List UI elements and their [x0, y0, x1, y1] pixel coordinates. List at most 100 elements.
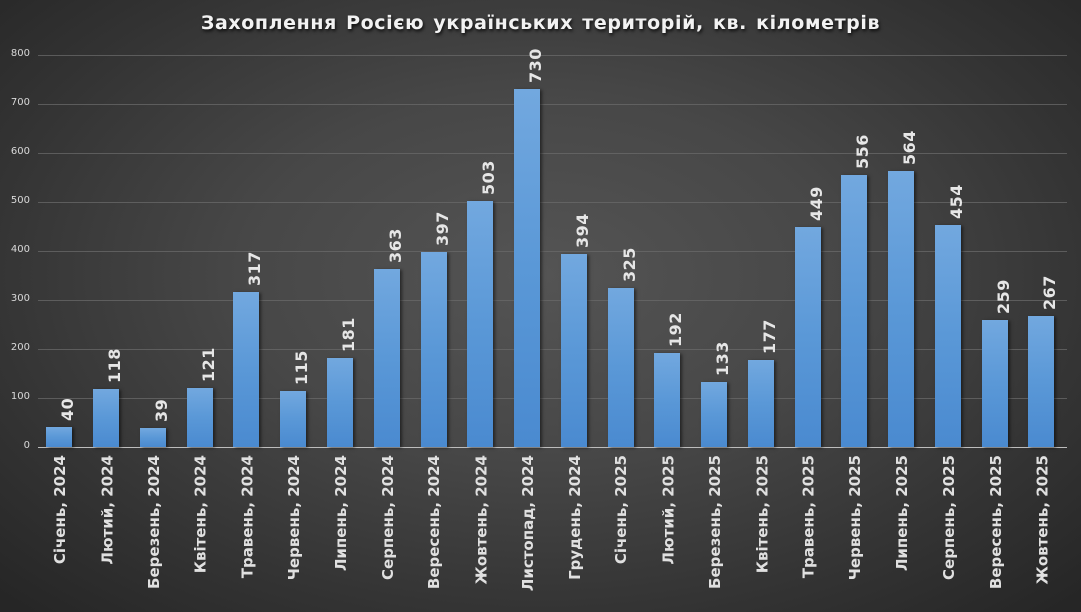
data-label: 317 — [245, 250, 265, 286]
gridline — [38, 55, 1067, 56]
bar — [93, 389, 120, 447]
plot-area: 0 100 200 300 400 500 600 700 800 40 Січень, 2024… — [11, 48, 1067, 591]
bar-category: 730 Листопад, 2024 — [506, 48, 553, 591]
bar — [373, 269, 400, 447]
data-label: 40 — [58, 398, 78, 422]
data-label: 118 — [105, 348, 125, 384]
x-tick-label: Серпень, 2024 — [378, 455, 397, 580]
bar-category: 449 Травень, 2025 — [786, 55, 833, 578]
x-tick-label: Травень, 2024 — [238, 455, 257, 579]
bar — [467, 200, 494, 447]
gridline — [38, 251, 1067, 252]
bar — [560, 253, 587, 447]
bar — [186, 387, 213, 447]
bar — [280, 390, 307, 447]
y-tick-label: 800 — [10, 48, 30, 59]
data-label: 259 — [993, 279, 1013, 315]
x-tick-label: Грудень, 2024 — [565, 455, 584, 580]
x-tick-label: Квітень, 2024 — [191, 455, 210, 574]
x-tick-label: Лютий, 2025 — [659, 455, 678, 565]
bar — [654, 352, 681, 447]
x-tick-label: Травень, 2025 — [799, 455, 818, 579]
y-tick-label: 500 — [10, 195, 30, 206]
x-tick-label: Вересень, 2025 — [986, 455, 1005, 590]
bar — [747, 360, 774, 447]
bar — [841, 174, 868, 447]
x-tick-label: Липень, 2024 — [331, 455, 350, 572]
bar-category: 325 Січень, 2025 — [599, 55, 646, 564]
bar-series: 40 Січень, 2024 118 Лютий, 2024 39 Березень, … — [38, 48, 1067, 591]
data-label: 454 — [946, 183, 966, 219]
bar-category: 267 Жовтень, 2025 — [1020, 55, 1067, 585]
data-label: 133 — [713, 340, 733, 376]
x-tick-label: Жовтень, 2024 — [472, 455, 491, 585]
data-label: 564 — [900, 129, 920, 165]
bar-category: 363 Серпень, 2024 — [365, 55, 412, 580]
bar-category: 133 Березень, 2025 — [693, 55, 740, 589]
bar — [794, 227, 821, 447]
y-tick-label: 700 — [10, 97, 30, 108]
data-label: 394 — [572, 213, 592, 248]
chart-title: Захоплення Росією українських територій,… — [200, 12, 881, 34]
x-tick-label: Березень, 2024 — [144, 455, 163, 589]
bar-category: 121 Квітень, 2024 — [178, 55, 225, 573]
x-tick-label: Листопад, 2024 — [519, 455, 538, 592]
x-axis-line — [38, 447, 1067, 448]
bar-category: 40 Січень, 2024 — [38, 55, 85, 564]
data-label: 449 — [806, 186, 826, 221]
bar-category: 192 Лютий, 2025 — [646, 55, 693, 564]
y-tick-label: 600 — [10, 146, 30, 157]
gridline — [38, 398, 1067, 399]
data-label: 397 — [432, 211, 452, 247]
data-label: 556 — [853, 133, 873, 169]
data-label: 39 — [151, 398, 171, 422]
x-tick-label: Червень, 2024 — [285, 455, 304, 581]
y-tick-label: 100 — [10, 391, 30, 402]
x-tick-label: Вересень, 2024 — [425, 455, 444, 590]
data-label: 181 — [338, 317, 358, 353]
bar — [420, 252, 447, 447]
bar-category: 397 Вересень, 2024 — [412, 55, 459, 589]
bar-category: 115 Червень, 2024 — [272, 55, 319, 580]
x-tick-label: Червень, 2025 — [846, 455, 865, 581]
x-tick-label: Квітень, 2025 — [752, 455, 771, 574]
bar-category: 118 Лютий, 2024 — [85, 55, 132, 564]
bar-category: 394 Грудень, 2024 — [552, 55, 599, 580]
bar-category: 564 Липень, 2025 — [880, 55, 927, 571]
bar-category: 39 Березень, 2024 — [132, 55, 179, 589]
data-label: 177 — [759, 319, 779, 355]
y-tick-label: 0 — [23, 440, 30, 451]
data-label: 115 — [292, 349, 312, 385]
x-tick-label: Серпень, 2025 — [939, 455, 958, 580]
bar-category: 259 Вересень, 2025 — [973, 55, 1020, 589]
bar — [46, 427, 73, 447]
x-tick-label: Липень, 2025 — [893, 455, 912, 572]
bar — [326, 358, 353, 447]
bar-category: 317 Травень, 2024 — [225, 55, 272, 578]
bar-category: 181 Липень, 2024 — [319, 55, 366, 571]
bar-category: 556 Червень, 2025 — [833, 55, 880, 580]
gridline — [38, 349, 1067, 350]
x-tick-label: Жовтень, 2025 — [1033, 455, 1052, 585]
x-tick-label: Березень, 2025 — [706, 455, 725, 589]
bar — [888, 170, 915, 447]
y-tick-label: 400 — [10, 244, 30, 255]
bar — [1028, 316, 1055, 447]
data-label: 363 — [385, 228, 405, 264]
gridline — [38, 104, 1067, 105]
y-tick-label: 200 — [10, 342, 30, 353]
data-label: 267 — [1040, 275, 1060, 311]
gridline — [38, 153, 1067, 154]
bar — [139, 427, 166, 447]
data-label: 192 — [666, 312, 686, 347]
bar — [701, 381, 728, 447]
bar — [934, 224, 961, 447]
bar-category: 503 Жовтень, 2024 — [459, 55, 506, 585]
bar — [981, 320, 1008, 447]
data-label: 121 — [198, 346, 218, 382]
bar-category: 177 Квітень, 2025 — [739, 55, 786, 573]
gridline — [38, 300, 1067, 301]
x-tick-label: Січень, 2025 — [612, 455, 631, 565]
data-label: 730 — [526, 48, 546, 84]
bar — [607, 287, 634, 447]
